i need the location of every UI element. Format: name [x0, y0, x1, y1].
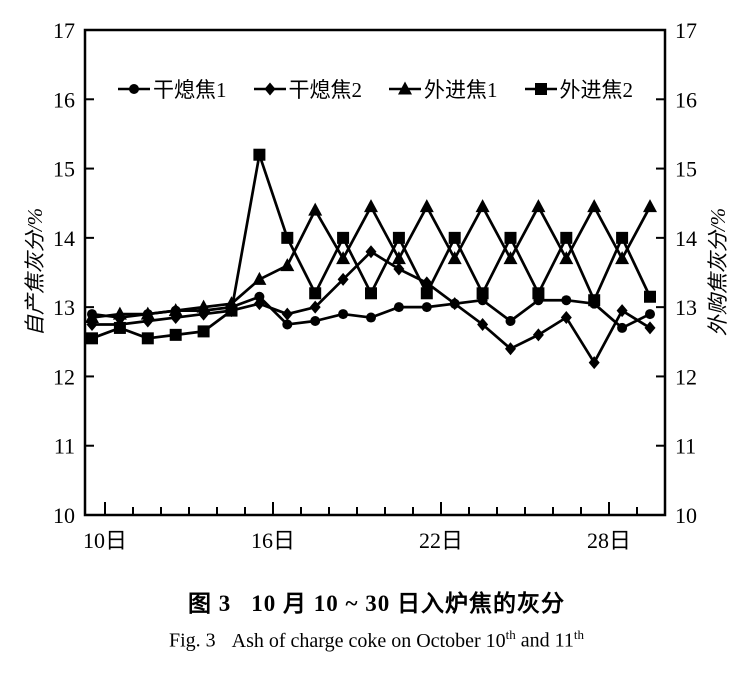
x-tick-label: 16日: [251, 528, 295, 553]
legend-label: 干熄焦2: [288, 78, 363, 102]
figure-title-en: Ash of charge coke on October 10: [231, 629, 506, 652]
figure-number-en: Fig. 3: [168, 629, 216, 652]
legend-label: 外进焦2: [559, 78, 634, 102]
left-y-tick-label: 17: [53, 18, 75, 43]
left-y-tick-label: 15: [53, 157, 75, 182]
right-y-tick-label: 11: [675, 434, 696, 459]
tick-labels: 10 10 11 11 12 12 13 13 14 14 15 15 16 16 17 17 10日 16日 22…: [53, 18, 697, 553]
figure-number-zh: 图 3: [188, 591, 232, 616]
x-tick-label: 28日: [587, 528, 631, 553]
legend-marker-diamond-icon: [253, 82, 286, 96]
right-y-tick-label: 17: [675, 18, 697, 43]
legend-item-dry-quench-coke-2: 干熄焦2: [253, 74, 363, 104]
legend-marker-triangle-icon: [389, 81, 421, 95]
legend-label: 外进焦1: [424, 78, 498, 102]
right-y-tick-label: 13: [675, 295, 697, 320]
ash-line-chart: 10 10 11 11 12 12 13 13 14 14 15 15 16 16 17 17 10日 16日 22…: [53, 18, 697, 553]
axis-ticks: [85, 29, 665, 516]
x-tick-label: 22日: [419, 528, 463, 553]
right-y-axis-title: 外购焦灰分/%: [706, 207, 730, 337]
series-干熄焦2: [86, 245, 656, 370]
right-y-tick-label: 15: [675, 157, 697, 182]
figure-title-zh: 10 月 10 ~ 30 日入炉焦的灰分: [251, 591, 565, 616]
figure-caption-en: Fig. 3 Ash of charge coke on October 10th…: [0, 627, 753, 653]
series-外进焦2: [86, 148, 656, 345]
superscript-th: th: [505, 627, 516, 642]
left-y-tick-label: 16: [53, 87, 75, 112]
right-y-tick-label: 12: [675, 364, 697, 389]
legend-marker-square-icon: [524, 83, 557, 95]
figure-caption-zh: 图 3 10 月 10 ~ 30 日入炉焦的灰分: [0, 584, 753, 618]
left-y-tick-label: 10: [53, 503, 75, 528]
legend-item-dry-quench-coke-1: 干熄焦1: [117, 74, 227, 104]
right-y-tick-label: 10: [675, 503, 697, 528]
right-y-tick-label: 16: [675, 87, 697, 112]
legend-marker-circle-icon: [118, 84, 150, 94]
left-y-tick-label: 11: [54, 434, 75, 459]
right-y-tick-label: 14: [675, 226, 697, 251]
legend-item-external-coke-2: 外进焦2: [524, 74, 634, 104]
left-y-tick-label: 12: [53, 364, 75, 389]
chart-legend: 干熄焦1 干熄焦2 外进焦1 外进焦2: [85, 74, 665, 104]
legend-item-external-coke-1: 外进焦1: [388, 74, 498, 104]
superscript-th: th: [573, 627, 585, 642]
left-y-axis-title: 自产焦灰分/%: [23, 207, 47, 337]
plot-border: [83, 28, 667, 517]
series-外进焦1: [85, 199, 657, 324]
left-y-tick-label: 14: [53, 226, 75, 251]
figure-title-en-cont: and 11: [515, 629, 574, 652]
left-y-tick-label: 13: [53, 295, 75, 320]
legend-label: 干熄焦1: [153, 78, 227, 102]
x-tick-label: 10日: [83, 528, 127, 553]
